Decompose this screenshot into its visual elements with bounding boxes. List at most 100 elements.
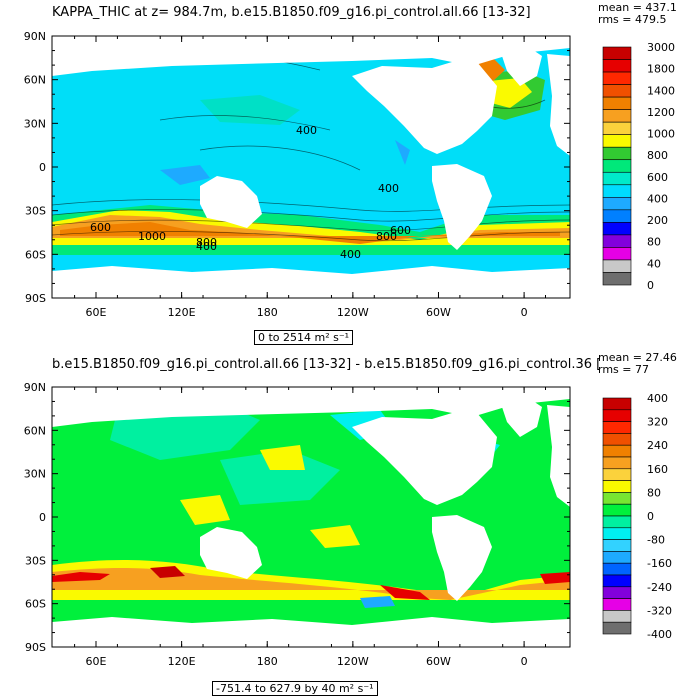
colorbar-swatch — [602, 184, 632, 198]
lon-tick-label: 120W — [337, 306, 369, 319]
colorbar-label: 3000 — [647, 41, 675, 54]
colorbar-label: 1800 — [647, 63, 675, 76]
colorbar-label: 320 — [647, 416, 668, 429]
colorbar-label: 40 — [647, 257, 661, 270]
colorbar-swatch — [602, 84, 632, 98]
colorbar-label: 600 — [647, 171, 668, 184]
colorbar-swatch — [602, 209, 632, 223]
contour-label: 400 — [340, 248, 361, 261]
colorbar-swatch — [602, 456, 632, 470]
colorbar-label: 80 — [647, 486, 661, 499]
colorbar-swatch — [602, 551, 632, 564]
colorbar-swatch — [602, 234, 632, 248]
lon-tick-label: 120W — [337, 655, 369, 668]
lat-tick-label: 30S — [25, 205, 46, 218]
colorbar-swatch — [602, 272, 632, 286]
lat-tick-label: 60N — [24, 74, 46, 87]
colorbar-swatch — [602, 159, 632, 173]
colorbar-swatch — [602, 621, 632, 635]
panel2-range-label: -751.4 to 627.9 by 40 m² s⁻¹ — [212, 681, 378, 696]
panel2-mean: mean = 27.46 — [598, 351, 677, 364]
colorbar-swatch — [602, 59, 632, 73]
colorbar-label: 80 — [647, 236, 661, 249]
contour-label: 400 — [196, 240, 217, 253]
contour-label: 400 — [296, 124, 317, 137]
lon-tick-label: 0 — [521, 655, 528, 668]
panel2-map — [52, 387, 570, 647]
panel2-colorbar: 400 320 240 160 80 0 -80 -160 -240 -320 -400 — [602, 392, 672, 641]
colorbar-swatch — [602, 610, 632, 623]
colorbar-swatch — [602, 515, 632, 529]
colorbar-label: 800 — [647, 149, 668, 162]
colorbar-swatch — [602, 109, 632, 123]
lat-tick-label: 30N — [24, 468, 46, 481]
colorbar-label: 400 — [647, 192, 668, 205]
colorbar-swatch — [602, 259, 632, 273]
contour-label: 800 — [196, 236, 217, 249]
colorbar-label: -80 — [647, 534, 665, 547]
contour-label: 400 — [378, 182, 399, 195]
colorbar-label: 0 — [647, 510, 654, 523]
lat-tick-label: 60S — [25, 598, 46, 611]
contour-label: 600 — [90, 221, 111, 234]
contour-label: 800 — [376, 230, 397, 243]
colorbar-swatch — [602, 539, 632, 552]
contour-label: 600 — [390, 224, 411, 237]
colorbar-swatch — [602, 598, 632, 611]
colorbar-swatch — [602, 247, 632, 261]
colorbar-label: -320 — [647, 604, 672, 617]
colorbar-swatch — [602, 134, 632, 148]
colorbar-swatch — [602, 397, 632, 411]
lon-tick-label: 60E — [86, 655, 107, 668]
colorbar-swatch — [602, 480, 632, 493]
panel1-rms: rms = 479.5 — [598, 13, 667, 26]
colorbar-swatch — [602, 121, 632, 135]
lon-tick-label: 180 — [257, 655, 278, 668]
panel1-title: KAPPA_THIC at z= 984.7m, b.e15.B1850.f09… — [52, 5, 531, 20]
colorbar-swatch — [602, 71, 632, 85]
colorbar-label: 1200 — [647, 106, 675, 119]
lat-tick-label: 90S — [25, 641, 46, 654]
colorbar-swatch — [602, 492, 632, 505]
lat-tick-label: 90N — [24, 30, 46, 43]
contour-label: 1000 — [138, 230, 166, 243]
colorbar-swatch — [602, 96, 632, 110]
colorbar-swatch — [602, 171, 632, 186]
panel2-title: b.e15.B1850.f09_g16.pi_control.all.66 [1… — [52, 357, 602, 372]
lat-tick-label: 30N — [24, 117, 46, 130]
colorbar-label: -400 — [647, 628, 672, 641]
colorbar-swatch — [602, 409, 632, 422]
lat-tick-label: 60S — [25, 248, 46, 261]
colorbar-swatch — [602, 421, 632, 434]
colorbar-swatch — [602, 586, 632, 599]
colorbar-swatch — [602, 503, 632, 517]
lon-tick-label: 120E — [168, 306, 196, 319]
lon-tick-label: 60W — [426, 655, 451, 668]
colorbar-label: 400 — [647, 392, 668, 405]
panel1-mean: mean = 437.1 — [598, 1, 677, 14]
colorbar-label: 0 — [647, 279, 654, 292]
panel1-contour-labels: 400 400 600 600 800 800 1000 400 400 — [90, 124, 411, 261]
colorbar-swatch — [602, 527, 632, 540]
colorbar-label: 160 — [647, 463, 668, 476]
colorbar-label: 1400 — [647, 84, 675, 97]
lon-tick-label: 180 — [257, 306, 278, 319]
colorbar-swatch — [602, 46, 632, 60]
panel1-range-label: 0 to 2514 m² s⁻¹ — [254, 330, 354, 345]
colorbar-label: 240 — [647, 439, 668, 452]
lon-tick-label: 120E — [168, 655, 196, 668]
panel2-rms: rms = 77 — [598, 363, 649, 376]
lat-tick-label: 0 — [39, 511, 46, 524]
colorbar-swatch — [602, 562, 632, 576]
lat-tick-label: 30S — [25, 554, 46, 567]
lat-tick-label: 0 — [39, 161, 46, 174]
colorbar-label: -160 — [647, 557, 672, 570]
lat-tick-label: 90S — [25, 292, 46, 305]
colorbar-swatch — [602, 146, 632, 161]
colorbar-swatch — [602, 574, 632, 588]
colorbar-label: -240 — [647, 581, 672, 594]
colorbar-swatch — [602, 433, 632, 446]
colorbar-swatch — [602, 444, 632, 458]
